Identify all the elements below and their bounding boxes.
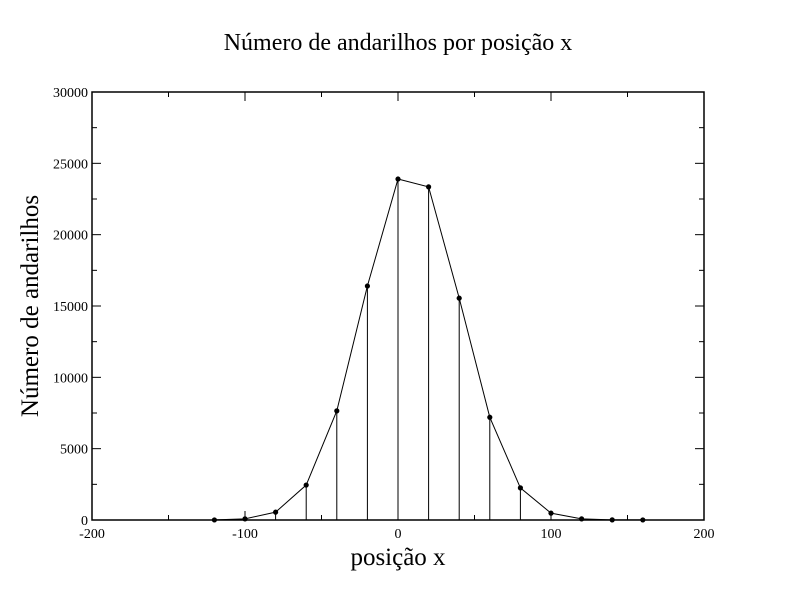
x-axis-ticks: -200 -100 0 100 200 xyxy=(79,92,715,542)
x-tick-label: 100 xyxy=(541,527,562,542)
x-tick-label: 0 xyxy=(395,527,402,542)
y-tick-label: 10000 xyxy=(53,371,88,386)
x-axis-label: posição x xyxy=(350,544,446,571)
data-point xyxy=(517,485,524,491)
y-tick-label: 20000 xyxy=(53,229,88,244)
x-tick-label: -200 xyxy=(79,527,105,542)
chart-title: Número de andarilhos por posição x xyxy=(224,30,573,56)
data-point xyxy=(395,176,401,182)
y-tick-label: 30000 xyxy=(53,86,88,101)
data-point xyxy=(273,509,279,515)
x-tick-label: 200 xyxy=(694,527,715,542)
y-tick-label: 15000 xyxy=(53,300,88,315)
data-point xyxy=(456,295,462,301)
y-tick-label: 25000 xyxy=(53,157,88,172)
data-point xyxy=(303,482,309,488)
data-point xyxy=(334,408,340,414)
y-tick-label: 5000 xyxy=(60,443,88,458)
y-tick-label: 0 xyxy=(81,514,88,529)
drop-lines xyxy=(213,179,644,520)
y-axis-ticks: 0 5000 10000 15000 20000 25000 30000 xyxy=(53,86,704,529)
data-point xyxy=(426,184,432,190)
data-point xyxy=(487,414,493,420)
plot-area: -200 -100 0 100 200 0 5000 10000 15000 20000 2500… xyxy=(53,86,715,542)
x-tick-label: -100 xyxy=(232,527,258,542)
y-axis-label: Número de andarilhos xyxy=(17,195,44,417)
data-point xyxy=(364,283,370,289)
